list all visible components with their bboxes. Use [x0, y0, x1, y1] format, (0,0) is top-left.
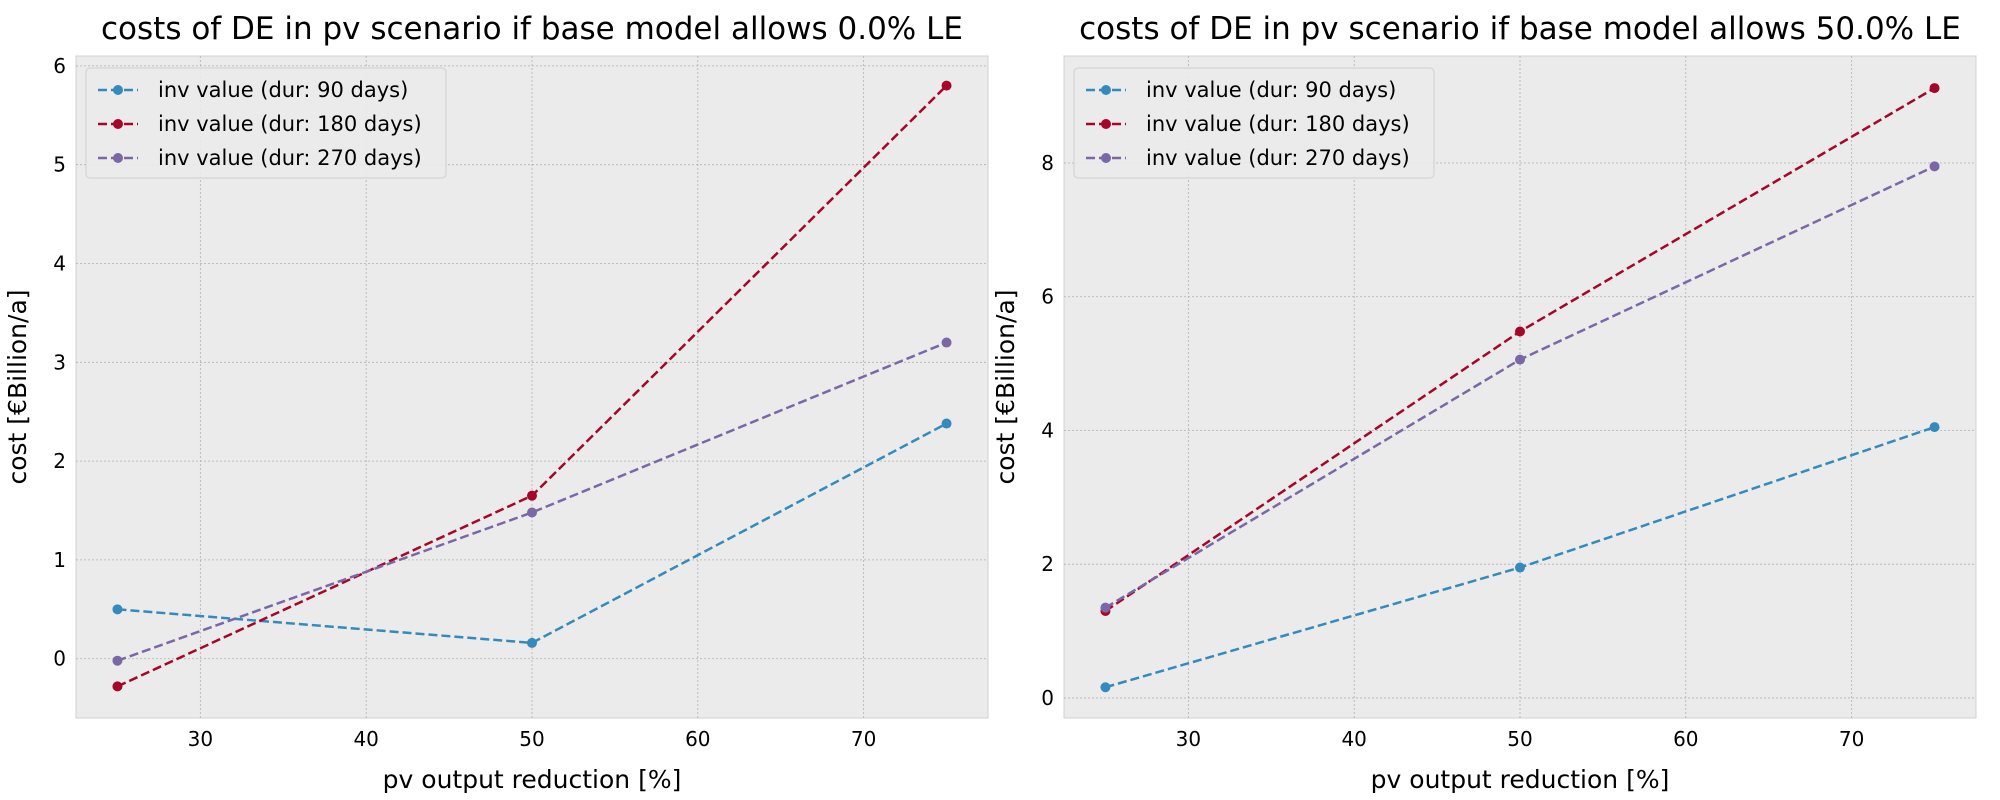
- y-tick-label: 0: [1041, 686, 1054, 710]
- legend-label: inv value (dur: 180 days): [1146, 112, 1410, 136]
- y-tick-label: 4: [1041, 418, 1054, 442]
- legend-label: inv value (dur: 90 days): [158, 78, 408, 102]
- data-point: [1515, 326, 1525, 337]
- data-point: [941, 418, 952, 429]
- x-tick-label: 70: [1839, 727, 1864, 751]
- y-tick-label: 2: [53, 449, 66, 473]
- series-line-3: [117, 341, 948, 662]
- data-point: [1515, 354, 1525, 365]
- legend-swatch-marker: [113, 119, 123, 129]
- data-point: [527, 490, 537, 501]
- legend-swatch-marker: [1101, 85, 1111, 95]
- x-tick-label: 30: [188, 727, 213, 751]
- data-point: [1929, 83, 1940, 94]
- chart-panel-1: 30 40 50 60 70 0 1 2 3 4 5 6 costs of DE in pv scena…: [3, 11, 989, 794]
- y-axis-label: cost [€Billion/a]: [991, 289, 1020, 484]
- legend-box: [85, 67, 447, 179]
- legend-swatch-marker: [113, 85, 123, 95]
- x-axis-label: pv output reduction [%]: [1371, 765, 1670, 794]
- y-tick-label: 1: [53, 548, 66, 572]
- y-tick-label: 6: [1041, 285, 1054, 309]
- legend-box: [1073, 67, 1435, 179]
- data-point: [1929, 422, 1940, 433]
- data-point: [1100, 682, 1111, 693]
- data-point: [1515, 562, 1525, 573]
- data-point: [1929, 161, 1940, 172]
- y-tick-label: 4: [53, 251, 66, 275]
- data-point: [1100, 602, 1111, 613]
- chart-title: costs of DE in pv scenario if base model…: [101, 11, 963, 47]
- data-point: [112, 681, 123, 692]
- legend-swatch-marker: [113, 153, 123, 163]
- data-point: [941, 337, 952, 348]
- x-tick-label: 40: [1341, 727, 1366, 751]
- x-tick-label: 30: [1176, 727, 1201, 751]
- x-tick-label: 50: [519, 727, 544, 751]
- y-tick-label: 5: [53, 153, 66, 177]
- data-point: [527, 637, 537, 648]
- data-point: [112, 604, 123, 615]
- legend-label: inv value (dur: 180 days): [158, 112, 422, 136]
- x-tick-label: 50: [1507, 727, 1532, 751]
- chart-panel-2: 30 40 50 60 70 0 2 4 6 8 costs of DE in pv scenari…: [991, 11, 1977, 794]
- legend: inv value (dur: 90 days) inv value (dur: …: [85, 67, 447, 179]
- x-tick-label: 70: [851, 727, 876, 751]
- y-tick-label: 2: [1041, 552, 1054, 576]
- legend: inv value (dur: 90 days) inv value (dur: …: [1073, 67, 1435, 179]
- y-tick-label: 0: [53, 647, 66, 671]
- x-axis-label: pv output reduction [%]: [383, 765, 682, 794]
- legend-swatch-marker: [1101, 153, 1111, 163]
- y-tick-label: 6: [53, 54, 66, 78]
- y-axis-label: cost [€Billion/a]: [3, 289, 32, 484]
- data-point: [527, 507, 537, 518]
- legend-label: inv value (dur: 90 days): [1146, 78, 1396, 102]
- data-point: [941, 80, 952, 91]
- legend-swatch-marker: [1101, 119, 1111, 129]
- y-tick-label: 3: [53, 350, 66, 374]
- legend-label: inv value (dur: 270 days): [158, 146, 422, 170]
- series-line-1: [117, 422, 948, 645]
- x-tick-label: 60: [1673, 727, 1698, 751]
- x-tick-label: 60: [685, 727, 710, 751]
- x-tick-label: 40: [353, 727, 378, 751]
- chart-title: costs of DE in pv scenario if base model…: [1079, 11, 1961, 47]
- y-tick-label: 8: [1041, 151, 1054, 175]
- legend-label: inv value (dur: 270 days): [1146, 146, 1410, 170]
- data-point: [112, 655, 123, 666]
